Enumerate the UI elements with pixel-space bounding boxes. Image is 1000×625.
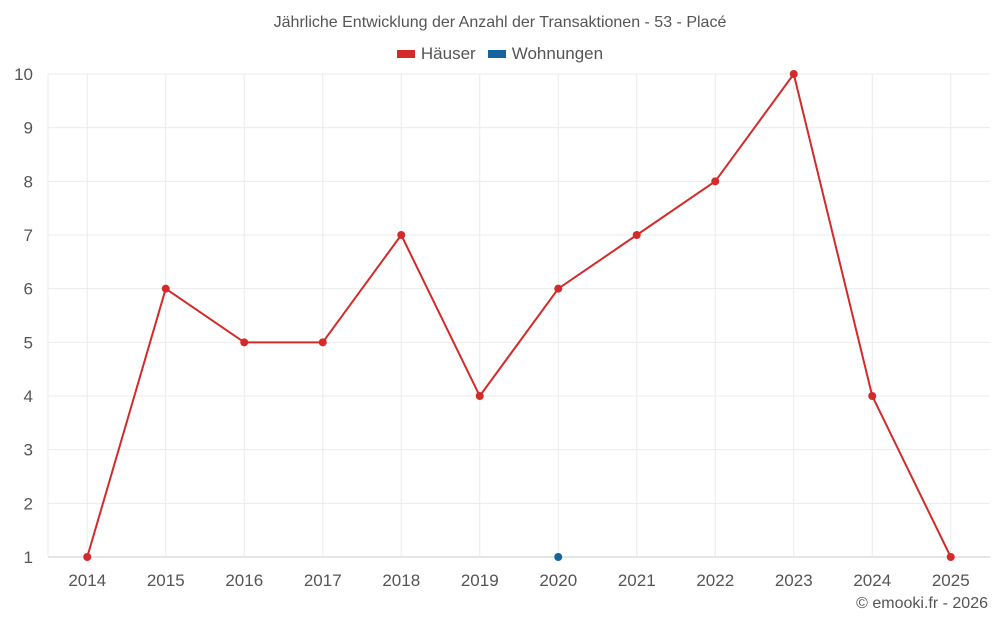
x-tick-label: 2023 <box>775 571 813 590</box>
data-point-series-0 <box>868 392 877 400</box>
data-point-series-0 <box>475 392 484 400</box>
data-point-series-0 <box>711 177 720 186</box>
data-point-series-0 <box>632 231 641 239</box>
data-point-series-0 <box>554 284 563 293</box>
x-tick-label: 2016 <box>225 571 263 590</box>
x-tick-label: 2020 <box>539 571 577 590</box>
legend: Häuser Wohnungen <box>0 44 1000 64</box>
y-tick-label: 3 <box>24 441 33 460</box>
legend-item-haeuser[interactable]: Häuser <box>396 44 476 64</box>
y-tick-label: 8 <box>24 172 33 191</box>
x-tick-label: 2017 <box>304 571 342 590</box>
x-tick-label: 2015 <box>147 571 185 590</box>
data-point-series-0 <box>397 231 406 239</box>
x-tick-label: 2018 <box>382 571 420 590</box>
data-point-series-0 <box>240 338 249 347</box>
x-tick-label: 2024 <box>853 571 891 590</box>
y-tick-label: 7 <box>24 226 33 245</box>
data-point-series-1 <box>554 553 563 561</box>
legend-label-wohnungen: Wohnungen <box>511 44 604 63</box>
y-tick-label: 4 <box>24 387 33 406</box>
x-tick-label: 2019 <box>461 571 499 590</box>
y-tick-label: 6 <box>24 280 33 299</box>
x-tick-label: 2022 <box>696 571 734 590</box>
data-point-series-0 <box>161 284 170 293</box>
series-line-0 <box>86 73 952 558</box>
data-point-series-0 <box>789 70 798 78</box>
y-tick-label: 2 <box>24 494 33 513</box>
y-tick-label: 10 <box>14 65 33 84</box>
legend-swatch-haeuser <box>396 50 415 58</box>
legend-label-haeuser: Häuser <box>420 44 476 63</box>
y-tick-label: 9 <box>24 119 33 138</box>
credit-text: © emooki.fr - 2026 <box>856 595 988 612</box>
x-tick-label: 2025 <box>932 571 970 590</box>
y-tick-label: 1 <box>24 548 33 567</box>
x-tick-label: 2021 <box>618 571 656 590</box>
x-tick-label: 2014 <box>68 571 106 590</box>
data-point-series-0 <box>318 338 327 347</box>
y-tick-label: 5 <box>24 333 33 352</box>
chart-title: Jährliche Entwicklung der Anzahl der Tra… <box>273 14 727 31</box>
legend-item-wohnungen[interactable]: Wohnungen <box>487 44 604 64</box>
data-point-series-0 <box>946 553 955 561</box>
legend-swatch-wohnungen <box>487 50 506 58</box>
data-point-series-0 <box>83 553 92 561</box>
